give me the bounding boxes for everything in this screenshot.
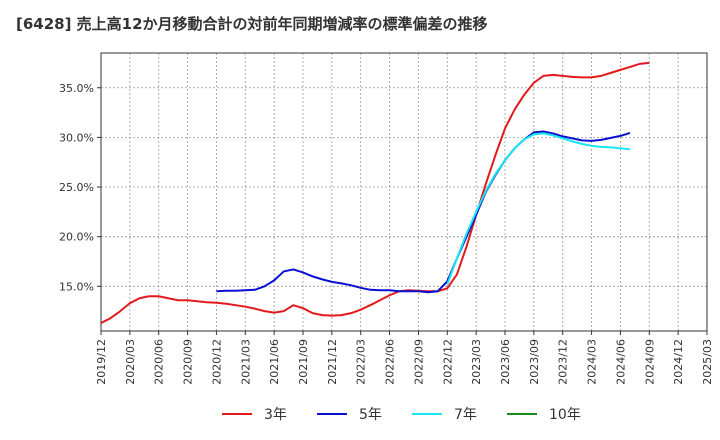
x-tick-label: 2023/12 <box>557 339 570 385</box>
x-tick-label: 2023/06 <box>499 339 512 385</box>
legend-label-7年: 7年 <box>454 407 477 423</box>
series-line-7年 <box>446 132 631 285</box>
x-tick-label: 2021/06 <box>268 339 281 385</box>
x-axis: 2019/12 2020/03 2020/06 2020/09 2020/12 2021/… <box>95 331 714 385</box>
series-line-3年 <box>100 61 650 324</box>
series-line-5年 <box>216 130 631 294</box>
x-tick-label: 2021/09 <box>297 339 310 385</box>
chart-title: [6428] 売上高12か月移動合計の対前年同期増減率の標準偏差の推移 <box>16 15 488 33</box>
x-tick-label: 2022/09 <box>412 339 425 385</box>
y-tick-label: 20.0% <box>59 231 94 244</box>
x-tick-label: 2023/03 <box>470 339 483 385</box>
x-tick-label: 2021/03 <box>239 339 252 385</box>
x-tick-label: 2020/09 <box>182 339 195 385</box>
x-tick-label: 2025/03 <box>701 339 714 385</box>
x-tick-label: 2022/12 <box>441 339 454 385</box>
legend-label-3年: 3年 <box>264 407 287 423</box>
y-tick-label: 35.0% <box>59 82 94 95</box>
legend-label-5年: 5年 <box>359 407 382 423</box>
x-tick-label: 2020/03 <box>124 339 137 385</box>
x-tick-label: 2021/12 <box>326 339 339 385</box>
y-tick-label: 25.0% <box>59 181 94 194</box>
x-tick-label: 2024/06 <box>614 339 627 385</box>
series-lines <box>100 61 650 324</box>
x-tick-label: 2022/06 <box>384 339 397 385</box>
x-tick-label: 2023/09 <box>528 339 541 385</box>
legend-label-10年: 10年 <box>549 407 581 423</box>
y-tick-label: 30.0% <box>59 131 94 144</box>
y-axis: 15.0% 20.0% 25.0% 30.0% 35.0% <box>59 82 101 293</box>
x-tick-label: 2024/03 <box>586 339 599 385</box>
x-tick-label: 2019/12 <box>95 339 108 385</box>
x-tick-label: 2020/06 <box>153 339 166 385</box>
x-tick-label: 2024/12 <box>672 339 685 385</box>
grid <box>100 53 708 331</box>
y-tick-label: 15.0% <box>59 280 94 293</box>
x-tick-label: 2020/12 <box>210 339 223 385</box>
x-tick-label: 2022/03 <box>355 339 368 385</box>
plot-frame <box>100 52 708 332</box>
legend: 3年 5年 7年 10年 <box>222 407 581 423</box>
x-tick-label: 2024/09 <box>643 339 656 385</box>
